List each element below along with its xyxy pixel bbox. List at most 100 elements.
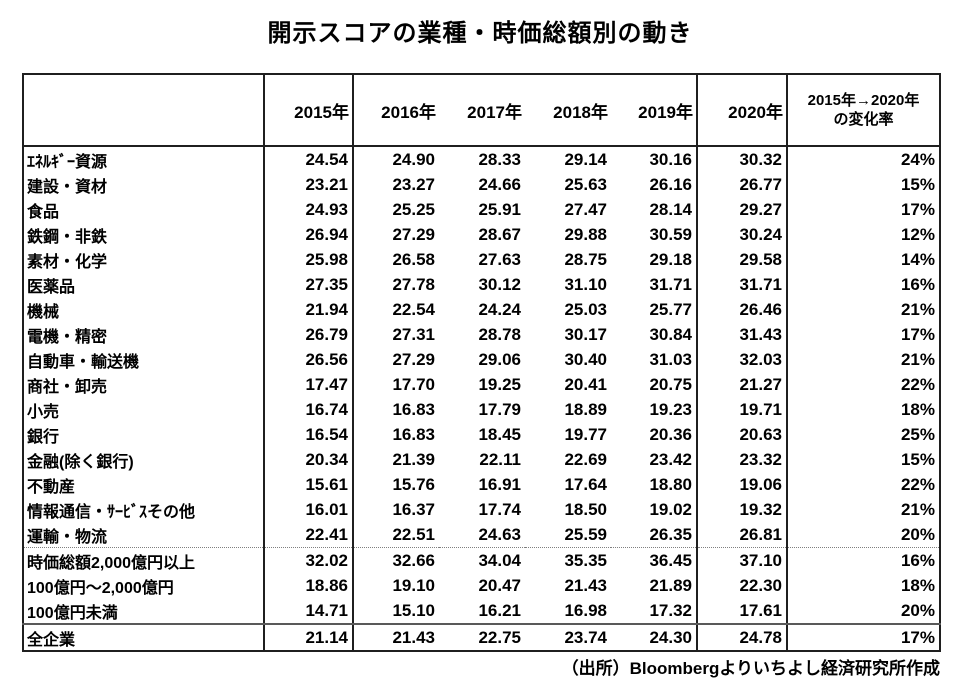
source-note: （出所）Bloombergよりいちよし経済研究所作成 xyxy=(561,659,940,678)
score-cell: 28.75 xyxy=(564,249,607,269)
score-cell: 27.63 xyxy=(478,249,521,269)
table-row: 全企業 21.14 21.43 22.75 23.74 24.30 24.78 17% xyxy=(23,624,940,651)
score-cell: 27.29 xyxy=(392,224,435,244)
score-cell: 19.10 xyxy=(392,575,435,595)
score-cell: 18.45 xyxy=(478,424,521,444)
row-label: 鉄鋼・非鉄 xyxy=(23,222,265,247)
row-label: 素材・化学 xyxy=(23,247,265,272)
score-cell: 27.31 xyxy=(392,324,435,344)
table-row: 100億円～2,000億円 18.86 19.10 20.47 21.43 21.89 22… xyxy=(23,573,940,598)
score-cell: 21.14 xyxy=(264,624,354,651)
score-cell: 16.83 xyxy=(392,399,435,419)
score-cell: 16.98 xyxy=(525,598,611,625)
change-rate-cell: 21% xyxy=(900,299,935,319)
change-rate-cell: 25% xyxy=(900,424,935,444)
score-cell: 19.02 xyxy=(611,497,698,522)
score-cell: 22.54 xyxy=(392,299,435,319)
score-cell: 37.10 xyxy=(697,547,788,573)
score-cell: 23.27 xyxy=(392,174,435,194)
score-cell: 20.75 xyxy=(611,372,698,397)
score-cell: 25.63 xyxy=(564,174,607,194)
score-cell: 30.24 xyxy=(697,222,788,247)
score-cell: 22.75 xyxy=(478,627,521,647)
table-row: 素材・化学 25.98 26.58 27.63 28.75 29.18 29.58 14% xyxy=(23,247,940,272)
score-cell: 26.77 xyxy=(697,172,788,197)
score-cell: 31.71 xyxy=(697,272,788,297)
score-cell: 16.21 xyxy=(439,598,525,625)
score-cell: 30.17 xyxy=(564,324,607,344)
score-cell: 24.66 xyxy=(478,174,521,194)
score-cell: 22.69 xyxy=(564,449,607,469)
score-cell: 22.41 xyxy=(264,522,354,548)
score-cell: 19.25 xyxy=(478,374,521,394)
score-cell: 20.63 xyxy=(697,422,788,447)
score-cell: 20.34 xyxy=(264,447,354,472)
score-cell: 19.77 xyxy=(564,424,607,444)
score-cell: 21.43 xyxy=(564,575,607,595)
score-cell: 28.67 xyxy=(478,224,521,244)
score-cell: 26.56 xyxy=(264,347,354,372)
row-label: 運輸・物流 xyxy=(23,522,265,548)
score-cell: 18.80 xyxy=(611,472,698,497)
score-cell: 24.30 xyxy=(611,624,698,651)
score-cell: 30.16 xyxy=(611,146,698,172)
row-label: 建設・資材 xyxy=(23,172,265,197)
score-cell: 26.58 xyxy=(392,249,435,269)
score-cell: 31.71 xyxy=(611,272,698,297)
table-row: 小売 16.74 16.83 17.79 18.89 19.23 19.71 18% xyxy=(23,397,940,422)
table-row: 金融(除く銀行) 20.34 21.39 22.11 22.69 23.42 23.32 15… xyxy=(23,447,940,472)
change-rate-cell: 20% xyxy=(787,598,940,625)
score-cell: 29.06 xyxy=(478,349,521,369)
corner-cell xyxy=(23,74,265,147)
row-label: 情報通信・ｻｰﾋﾞｽその他 xyxy=(23,497,265,522)
score-cell: 16.01 xyxy=(264,497,354,522)
row-label: 全企業 xyxy=(23,624,265,651)
score-cell: 16.91 xyxy=(478,474,521,494)
score-cell: 31.10 xyxy=(564,274,607,294)
row-label: 小売 xyxy=(23,397,265,422)
score-cell: 17.79 xyxy=(478,399,521,419)
score-cell: 24.90 xyxy=(392,149,435,169)
score-cell: 20.41 xyxy=(564,374,607,394)
score-cell: 21.89 xyxy=(611,573,698,598)
score-cell: 22.30 xyxy=(697,573,788,598)
table-row: 鉄鋼・非鉄 26.94 27.29 28.67 29.88 30.59 30.24 12% xyxy=(23,222,940,247)
score-cell: 22.11 xyxy=(479,449,521,469)
table-row: 電機・精密 26.79 27.31 28.78 30.17 30.84 31.43 17% xyxy=(23,322,940,347)
score-cell: 27.29 xyxy=(392,349,435,369)
score-cell: 32.66 xyxy=(392,550,435,570)
score-cell: 14.71 xyxy=(264,598,354,625)
page-title: 開示スコアの業種・時価総額別の動き xyxy=(267,20,693,47)
score-cell: 26.94 xyxy=(264,222,354,247)
score-cell: 28.14 xyxy=(611,197,698,222)
change-rate-cell: 22% xyxy=(900,474,935,494)
score-cell: 29.14 xyxy=(564,149,607,169)
score-cell: 24.78 xyxy=(697,624,788,651)
col-header-2020: 2020年 xyxy=(697,74,788,147)
score-cell: 25.98 xyxy=(264,247,354,272)
score-cell: 24.93 xyxy=(264,197,354,222)
score-cell: 25.77 xyxy=(611,297,698,322)
score-cell: 30.40 xyxy=(564,349,607,369)
score-cell: 15.76 xyxy=(392,474,435,494)
score-cell: 16.54 xyxy=(264,422,354,447)
score-cell: 23.21 xyxy=(264,172,354,197)
table-row: ｴﾈﾙｷﾞｰ資源 24.54 24.90 28.33 29.14 30.16 30.32 24… xyxy=(23,146,940,172)
score-cell: 32.03 xyxy=(697,347,788,372)
score-cell: 20.36 xyxy=(611,422,698,447)
change-rate-cell: 14% xyxy=(900,249,935,269)
score-cell: 35.35 xyxy=(564,550,607,570)
score-cell: 17.32 xyxy=(611,598,698,625)
score-cell: 29.18 xyxy=(611,247,698,272)
change-rate-cell: 16% xyxy=(900,274,935,294)
change-rate-cell: 15% xyxy=(900,174,935,194)
row-label: 金融(除く銀行) xyxy=(23,447,265,472)
score-cell: 30.32 xyxy=(697,146,788,172)
score-cell: 30.59 xyxy=(611,222,698,247)
score-cell: 21.39 xyxy=(392,449,435,469)
score-cell: 26.16 xyxy=(611,172,698,197)
header-row: 2015年 2016年 2017年 2018年 2019年 2020年 2015… xyxy=(23,74,940,147)
table-row: 商社・卸売 17.47 17.70 19.25 20.41 20.75 21.27 22% xyxy=(23,372,940,397)
col-header-2019: 2019年 xyxy=(611,74,698,147)
